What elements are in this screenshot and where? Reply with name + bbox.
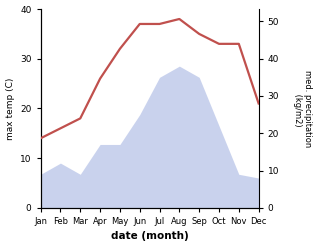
Y-axis label: max temp (C): max temp (C) — [5, 77, 15, 140]
Y-axis label: med. precipitation
 (kg/m2): med. precipitation (kg/m2) — [293, 70, 313, 147]
X-axis label: date (month): date (month) — [111, 231, 189, 242]
